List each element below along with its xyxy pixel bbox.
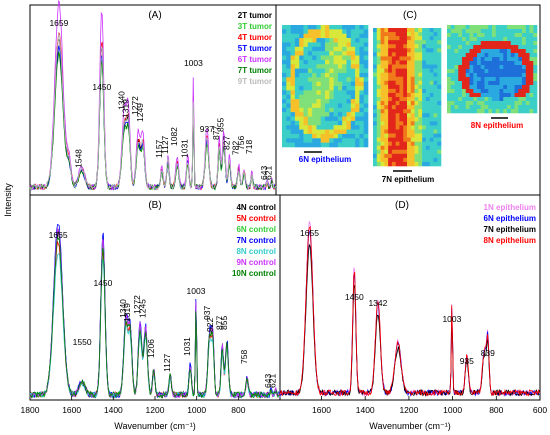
legend-entry: 9T tumor — [238, 77, 272, 86]
panel-label: (C) — [403, 10, 417, 21]
peak-label: 1659 — [49, 18, 68, 28]
peak-label: 1127 — [162, 353, 172, 372]
legend-entry: 3T tumor — [238, 22, 272, 31]
peak-label: 877 — [214, 316, 224, 330]
peak-label: 1003 — [187, 286, 206, 296]
peak-label: 1031 — [180, 139, 190, 158]
map-label: 8N epithelium — [471, 121, 523, 130]
peak-label: 1655 — [300, 228, 319, 238]
peak-label: 643 — [263, 374, 273, 388]
peak-label: 1450 — [93, 278, 112, 288]
map-label: 6N epithelium — [299, 155, 351, 164]
peak-label: 1082 — [169, 127, 179, 146]
peak-label: 855 — [219, 316, 229, 330]
peak-label: 935 — [460, 356, 474, 366]
legend-entry: 7N epithelium — [484, 225, 536, 234]
panel-d-frame — [279, 194, 541, 401]
peak-label: 877 — [211, 126, 221, 140]
x-tick-label: 1600 — [62, 405, 81, 415]
series-line-6n-epithelium — [279, 230, 541, 397]
peak-label: 1245 — [138, 299, 148, 318]
legend-entry: 6N control — [236, 225, 276, 234]
peak-label: 621 — [268, 374, 278, 388]
legend-entry: 7T tumor — [238, 66, 272, 75]
series-line-8n-epithelium — [279, 225, 541, 397]
x-tick-label: 600 — [533, 405, 547, 415]
x-tick-label: 1600 — [312, 405, 331, 415]
peak-label: 758 — [239, 350, 249, 364]
legend-entry: 7N control — [236, 236, 276, 245]
peak-label: 1272 — [132, 295, 142, 314]
x-tick-label: 1000 — [187, 405, 206, 415]
x-tick-label: 1800 — [21, 405, 40, 415]
panel-c: (C) 6N epithelium 7N epithelium 8N epitheli… — [282, 10, 538, 184]
panel-label: (D) — [395, 200, 409, 211]
peak-label: 1249 — [135, 103, 145, 122]
x-tick-label: 1200 — [399, 405, 418, 415]
legend-entry: 10N control — [232, 269, 276, 278]
series-line-7n-epithelium — [279, 243, 541, 397]
peak-label: 1157 — [154, 139, 164, 158]
heatmap-8n — [447, 25, 538, 114]
peak-label: 621 — [264, 166, 274, 180]
peak-label: 1031 — [182, 337, 192, 356]
peak-label: 1340 — [118, 299, 128, 318]
peak-label: 1272 — [130, 96, 140, 115]
legend-entry: 6T tumor — [238, 55, 272, 64]
x-tick-label: 800 — [489, 405, 503, 415]
peak-label: 756 — [236, 136, 246, 150]
legend-entry: 6N epithelium — [484, 214, 536, 223]
x-axis-label-left: Wavenumber (cm⁻¹) — [114, 421, 195, 431]
peak-label: 1003 — [184, 58, 203, 68]
peak-label: 718 — [244, 140, 254, 154]
x-axis-label-right: Wavenumber (cm⁻¹) — [369, 421, 450, 431]
peak-label: 937 — [202, 306, 212, 320]
peak-label: 782 — [231, 141, 241, 155]
peak-label: 1342 — [368, 298, 387, 308]
panel-d: (D) 1655 1450 1342 1003 935 839 1N epithelium 6N… — [279, 200, 547, 415]
peak-label: 1127 — [160, 135, 170, 154]
legend-entry: 9N control — [236, 258, 276, 267]
peak-label: 1003 — [442, 314, 461, 324]
x-tick-label: 1400 — [104, 405, 123, 415]
legend-entry: 4N control — [236, 203, 276, 212]
peak-label: 855 — [216, 118, 226, 132]
peak-label: 1206 — [146, 339, 156, 358]
peak-label: 1319 — [121, 99, 131, 118]
legend-entry: 1N epithelium — [484, 203, 536, 212]
panel-label: (B) — [148, 200, 161, 211]
heatmap-7n — [373, 28, 442, 167]
peak-label: 643 — [259, 166, 269, 180]
x-tick-label: 1400 — [356, 405, 375, 415]
x-tick-label: 1200 — [146, 405, 165, 415]
heatmap-6n — [282, 25, 369, 148]
series-line-1n-epithelium — [279, 221, 541, 397]
peak-label: 1319 — [122, 303, 132, 322]
panel-label: (A) — [148, 10, 161, 21]
peak-label: 1340 — [116, 91, 126, 110]
peak-label: 1450 — [92, 82, 111, 92]
legend-entry: 4T tumor — [238, 33, 272, 42]
x-tick-label: 1000 — [443, 405, 462, 415]
peak-label: 1450 — [345, 292, 364, 302]
legend-entry: 5T tumor — [238, 44, 272, 53]
legend-entry: 8N epithelium — [484, 236, 536, 245]
x-tick-label: 800 — [231, 405, 245, 415]
map-label: 7N epithelium — [382, 175, 434, 184]
peak-label: 922 — [205, 318, 215, 332]
peak-label: 827 — [222, 136, 232, 150]
peak-label: 937 — [200, 124, 214, 134]
peak-label: 839 — [481, 348, 495, 358]
peak-label: 1665 — [49, 230, 68, 240]
legend-entry: 5N control — [236, 214, 276, 223]
y-axis-label: Intensity — [3, 183, 13, 217]
series-line-9t-tumor — [29, 32, 277, 191]
legend-entry: 2T tumor — [238, 11, 272, 20]
legend-entry: 8N control — [236, 247, 276, 256]
peak-label: 1548 — [74, 149, 84, 168]
peak-label: 1550 — [73, 337, 92, 347]
